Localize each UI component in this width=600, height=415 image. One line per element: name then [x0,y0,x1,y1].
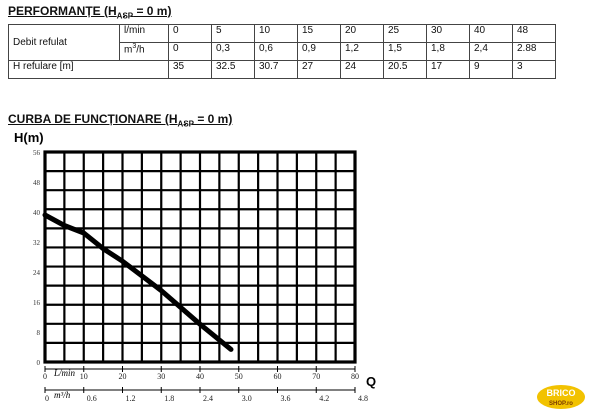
table-cell: 3 [512,60,556,79]
x-axis-unit: L/min [53,368,76,378]
chart-ticks: 0 8 16 24 32 40 48 56 0 10 20 30 40 50 60 70 80 0 0.6 1.2 1.… [33,149,368,403]
performance-table: Debit refulat l/min 0 5 10 15 20 25 30 4… [8,24,556,79]
curve-title: CURBA DE FUNCȚIONARE (HASP = 0 m) [8,112,233,129]
x-tick-label: 0 [43,372,47,381]
y-tick-label: 24 [33,269,41,277]
x-tick-label: 50 [235,372,243,381]
x2-tick-label: 0 [45,394,49,403]
y-axis-label: H(m) [14,130,44,145]
y-tick-label: 48 [33,179,41,187]
table-row: H refulare [m] 35 32.5 30.7 27 24 20.5 1… [8,60,556,79]
chart-grid [45,152,355,362]
pump-curve-point [140,274,144,278]
chart-frame [43,150,357,364]
logo-badge [537,385,585,409]
brico-shop-logo: BRICO SHOP.ro [537,385,585,409]
pump-curve-point [62,224,66,227]
pump-curve-point [121,259,124,263]
pump-curve-point [159,289,163,293]
x2-axis-unit: m³/h [54,390,71,400]
pump-curve-point [229,347,233,351]
y-tick-label: 8 [37,329,41,337]
pump-curve-point [43,213,47,217]
table-row: m3/h 0 0,3 0,6 0,9 1,2 1,5 1,8 2,4 2.88 [9,42,556,61]
x-tick-label: 30 [157,372,165,381]
table-cell: 27 [297,60,341,79]
y-tick-label: 0 [37,359,41,367]
x2-tick-label: 1.8 [164,394,174,403]
chart-border [43,150,357,364]
pump-curve-line [42,212,234,352]
x2-tick-label: 2.4 [203,394,213,403]
x2-tick-label: 3.0 [242,394,252,403]
x2-tick-label: 4.2 [319,394,329,403]
y-tick-label: 40 [33,209,41,217]
pump-curve-point [101,247,105,251]
x-tick-label: 60 [274,372,282,381]
x2-tick-label: 3.6 [281,394,291,403]
chart-series [42,212,234,352]
x2-tick-label: 0.6 [87,394,97,403]
y-tick-label: 32 [33,239,41,247]
x2-tick-label: 4.8 [358,394,368,403]
table-cell: 30.7 [254,60,298,79]
pump-curve-point [82,231,86,235]
x-tick-label: 70 [312,372,320,381]
x-tick-label: 10 [80,372,88,381]
x-tick-label: 20 [119,372,127,381]
x-tick-label: 80 [351,372,359,381]
pump-curve-point [198,322,202,326]
x-tick-label: 40 [196,372,204,381]
logo-text-line1: BRICO [547,388,576,398]
x-axis-label: Q [366,374,376,389]
y-tick-label: 56 [33,149,41,157]
x2-tick-label: 1.2 [126,394,136,403]
logo-text-line2: SHOP.ro [549,401,573,407]
performance-title: PERFORMANȚE (HASP = 0 m) [8,4,172,21]
table-cell: 32.5 [211,60,255,79]
h-refulare-label: H refulare [m] [8,60,169,79]
y-tick-label: 16 [33,299,41,307]
